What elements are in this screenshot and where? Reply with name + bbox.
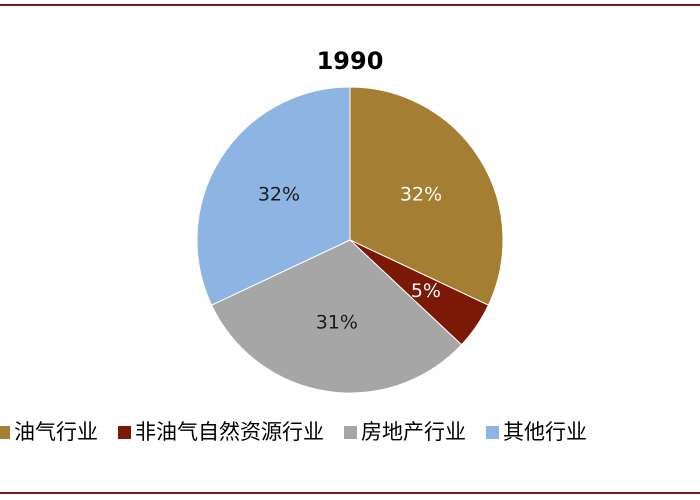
legend-swatch [344,426,357,439]
legend-swatch [486,426,499,439]
data-label: 32% [400,183,442,205]
legend-label: 房地产行业 [361,420,466,444]
pie-slice [210,239,463,394]
chart-title: 1990 [317,47,384,75]
data-label: 5% [411,280,441,302]
data-label: 32% [258,183,300,205]
legend-label: 非油气自然资源行业 [135,420,324,444]
legend-label: 其他行业 [503,420,587,444]
legend-swatch [0,426,10,439]
data-label: 31% [316,312,358,334]
pie-slice [349,86,504,306]
legend-label: 油气行业 [14,420,98,444]
pie-slice [196,86,351,306]
legend-swatch [118,426,131,439]
